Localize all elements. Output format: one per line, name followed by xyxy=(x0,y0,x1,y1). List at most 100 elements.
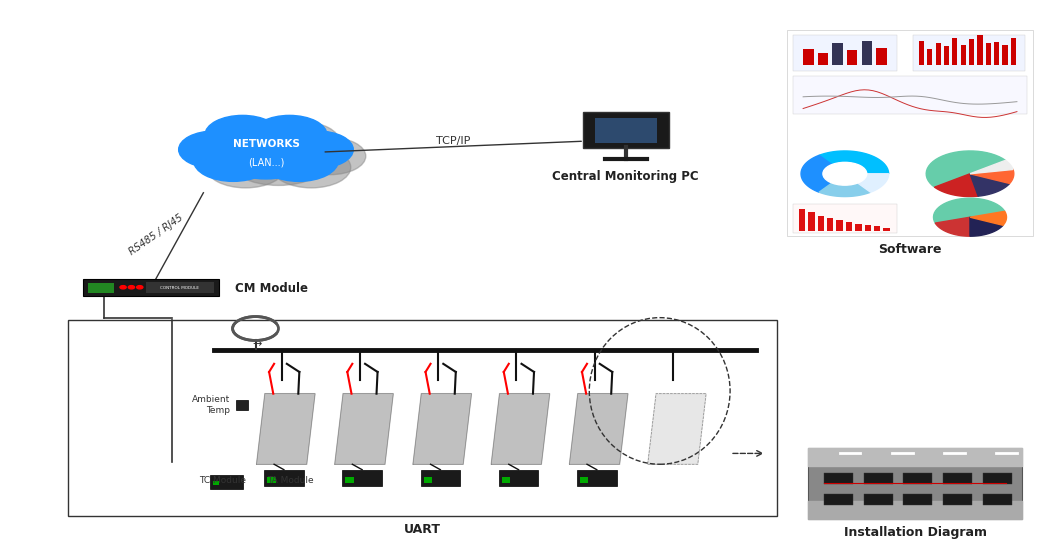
Circle shape xyxy=(282,131,354,168)
FancyBboxPatch shape xyxy=(787,30,1033,236)
FancyBboxPatch shape xyxy=(864,494,893,505)
Text: Installation Diagram: Installation Diagram xyxy=(844,526,987,539)
Text: UART: UART xyxy=(404,523,441,536)
FancyBboxPatch shape xyxy=(818,216,824,231)
Polygon shape xyxy=(970,160,1013,174)
Text: TA Module: TA Module xyxy=(267,476,314,485)
Circle shape xyxy=(137,286,143,289)
FancyBboxPatch shape xyxy=(983,473,1012,484)
FancyBboxPatch shape xyxy=(88,283,114,293)
Polygon shape xyxy=(970,169,1014,184)
Circle shape xyxy=(823,162,867,185)
FancyBboxPatch shape xyxy=(836,220,843,231)
FancyBboxPatch shape xyxy=(236,400,248,410)
FancyBboxPatch shape xyxy=(1002,45,1008,65)
FancyBboxPatch shape xyxy=(808,212,815,231)
FancyBboxPatch shape xyxy=(876,48,887,65)
Polygon shape xyxy=(801,155,845,192)
Polygon shape xyxy=(819,151,889,174)
FancyBboxPatch shape xyxy=(847,50,857,65)
Polygon shape xyxy=(569,394,628,464)
Polygon shape xyxy=(970,174,1010,196)
Text: Central Monitoring PC: Central Monitoring PC xyxy=(553,170,699,183)
Polygon shape xyxy=(819,174,871,197)
FancyBboxPatch shape xyxy=(961,45,966,65)
FancyBboxPatch shape xyxy=(883,228,890,231)
FancyBboxPatch shape xyxy=(580,477,588,483)
Polygon shape xyxy=(413,394,471,464)
FancyBboxPatch shape xyxy=(913,35,1025,71)
FancyBboxPatch shape xyxy=(994,42,999,65)
FancyBboxPatch shape xyxy=(864,473,893,484)
FancyBboxPatch shape xyxy=(818,53,828,65)
Polygon shape xyxy=(933,198,1004,223)
Text: TC Module: TC Module xyxy=(199,476,246,485)
FancyBboxPatch shape xyxy=(213,481,219,485)
FancyBboxPatch shape xyxy=(793,204,897,233)
Circle shape xyxy=(272,147,350,188)
Circle shape xyxy=(264,122,340,161)
FancyBboxPatch shape xyxy=(83,279,219,296)
FancyBboxPatch shape xyxy=(210,475,243,489)
FancyBboxPatch shape xyxy=(502,477,510,483)
Circle shape xyxy=(207,147,285,188)
FancyBboxPatch shape xyxy=(903,494,932,505)
FancyBboxPatch shape xyxy=(862,41,872,65)
Circle shape xyxy=(120,286,126,289)
FancyBboxPatch shape xyxy=(583,112,669,148)
FancyBboxPatch shape xyxy=(799,209,805,231)
FancyBboxPatch shape xyxy=(793,35,897,71)
FancyBboxPatch shape xyxy=(832,43,843,65)
FancyBboxPatch shape xyxy=(342,470,382,486)
Polygon shape xyxy=(335,394,393,464)
Polygon shape xyxy=(970,211,1006,225)
Circle shape xyxy=(194,140,272,181)
Circle shape xyxy=(178,131,250,168)
FancyBboxPatch shape xyxy=(345,477,354,483)
FancyBboxPatch shape xyxy=(146,282,214,293)
Text: Ambient
Temp: Ambient Temp xyxy=(192,395,231,415)
FancyBboxPatch shape xyxy=(824,473,853,484)
Circle shape xyxy=(215,125,318,179)
FancyBboxPatch shape xyxy=(827,218,833,231)
FancyBboxPatch shape xyxy=(264,470,304,486)
Text: Software: Software xyxy=(878,243,942,256)
Polygon shape xyxy=(491,394,550,464)
FancyBboxPatch shape xyxy=(499,470,538,486)
FancyBboxPatch shape xyxy=(793,76,1027,114)
FancyBboxPatch shape xyxy=(267,477,275,483)
FancyBboxPatch shape xyxy=(983,494,1012,505)
FancyBboxPatch shape xyxy=(865,225,871,231)
Text: (LAN...): (LAN...) xyxy=(248,158,284,168)
FancyBboxPatch shape xyxy=(944,46,949,65)
FancyBboxPatch shape xyxy=(936,43,941,65)
Circle shape xyxy=(260,140,338,181)
FancyBboxPatch shape xyxy=(874,226,880,231)
FancyBboxPatch shape xyxy=(927,49,932,65)
FancyBboxPatch shape xyxy=(808,448,1022,519)
FancyBboxPatch shape xyxy=(943,473,972,484)
Circle shape xyxy=(218,122,292,161)
FancyBboxPatch shape xyxy=(420,470,460,486)
FancyBboxPatch shape xyxy=(824,494,853,505)
FancyBboxPatch shape xyxy=(846,222,852,231)
Polygon shape xyxy=(257,394,315,464)
Polygon shape xyxy=(845,174,889,192)
Text: CONTROL MODULE: CONTROL MODULE xyxy=(161,286,199,290)
FancyBboxPatch shape xyxy=(1011,38,1016,65)
Circle shape xyxy=(252,116,328,155)
FancyBboxPatch shape xyxy=(595,118,657,143)
Text: NETWORKS: NETWORKS xyxy=(233,139,299,149)
FancyBboxPatch shape xyxy=(903,473,932,484)
FancyBboxPatch shape xyxy=(986,43,991,65)
FancyBboxPatch shape xyxy=(803,49,814,65)
Text: CM Module: CM Module xyxy=(235,282,308,295)
Polygon shape xyxy=(970,217,1003,236)
Text: →: → xyxy=(252,339,262,350)
Circle shape xyxy=(191,137,263,175)
Polygon shape xyxy=(936,217,970,236)
FancyBboxPatch shape xyxy=(855,224,862,231)
Text: TCP/IP: TCP/IP xyxy=(436,136,470,146)
Polygon shape xyxy=(648,394,706,464)
FancyBboxPatch shape xyxy=(969,39,974,65)
